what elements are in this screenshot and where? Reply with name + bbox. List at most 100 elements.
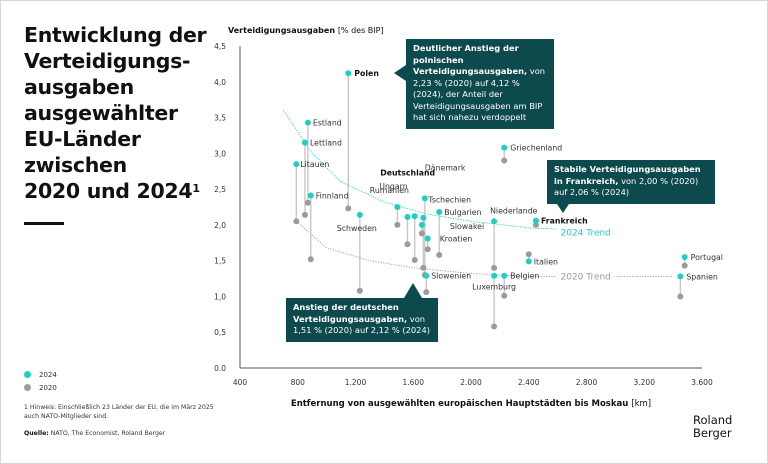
point-2020-belgien	[501, 292, 508, 299]
point-2020-kroatien	[424, 246, 431, 253]
brand-logo: Roland Berger	[693, 414, 732, 439]
trend-label-2024: 2024 Trend	[561, 228, 611, 238]
point-label: Luxemburg	[472, 283, 516, 292]
point-2024-kroatien	[424, 235, 431, 242]
callout-poland-text: von 2,23 % (2020) auf 4,12 % (2024), der…	[413, 66, 546, 122]
trend-label-bg	[556, 226, 615, 238]
point-label: Niederlande	[490, 206, 538, 215]
point-2020-griechenland	[501, 157, 508, 164]
point-2020-ungarn	[404, 241, 411, 248]
point-label: Belgien	[510, 272, 539, 281]
point-2024-portugal	[681, 254, 688, 261]
y-tick-label: 2,5	[214, 185, 226, 194]
point-2024-schweden	[356, 211, 363, 218]
point-label: Deutschland	[380, 168, 435, 177]
point-label: Ungarn	[379, 182, 407, 191]
callout-germany-text: von 1,51 % (2020) auf 2,12 % (2024)	[293, 313, 430, 336]
point-2020-luxemburg	[491, 323, 498, 330]
point-label: Schweden	[337, 224, 377, 233]
callout-arrow-icon	[557, 204, 569, 213]
point-2024-luxemburg	[491, 272, 498, 279]
point-2024-slowakei	[418, 221, 425, 228]
point-2024-italien	[525, 258, 532, 265]
y-tick-label: 3,5	[214, 114, 226, 123]
point-2024-belgien	[501, 272, 508, 279]
y-tick-label: 1,5	[214, 257, 226, 266]
callout-arrow-icon	[404, 283, 422, 298]
point-2024-polen	[345, 70, 352, 77]
brand-line-1: Roland	[693, 413, 733, 427]
point-2024-niederlande	[491, 218, 498, 225]
callout-poland-bold: Deutlicher Anstieg der polnischen Vertei…	[413, 43, 528, 76]
point-2020-niederlande	[491, 264, 498, 271]
point-label: Spanien	[686, 272, 718, 281]
x-tick-label: 1.200	[345, 378, 367, 387]
y-axis-title: Verteidigungsausgaben [% des BIP]	[228, 26, 384, 35]
footnote-mark: 1	[192, 182, 200, 195]
point-2020-tschechien	[420, 264, 427, 271]
legend-label-2020: 2020	[39, 383, 57, 392]
point-2024-dänemark	[421, 195, 428, 202]
point-2024-tschechien	[420, 214, 427, 221]
point-2020-lettland	[301, 211, 308, 218]
callout-france-bold: Stabile Verteidigungsausgaben in Frankre…	[554, 164, 701, 186]
trend-label-2020: 2020 Trend	[561, 272, 611, 282]
x-tick-label: 800	[291, 378, 306, 387]
source-label: Quelle:	[24, 430, 49, 437]
point-2024-slowenien	[423, 272, 430, 279]
legend-item-2024: 2024	[24, 368, 57, 381]
x-tick-label: 3.200	[634, 378, 656, 387]
y-tick-label: 2,0	[214, 221, 226, 230]
title-rule	[24, 222, 64, 225]
callout-poland: Deutlicher Anstieg der polnischen Vertei…	[394, 39, 554, 129]
y-tick-label: 4,5	[214, 42, 226, 51]
x-tick-label: 2.800	[576, 378, 598, 387]
point-label: Rumänien	[370, 186, 409, 195]
source: Quelle: NATO, The Economist, Roland Berg…	[24, 430, 165, 437]
point-label: Slowakei	[450, 222, 484, 231]
trendline-2020	[296, 220, 674, 277]
point-label: Portugal	[691, 253, 723, 262]
point-2024-rumänien	[394, 204, 401, 210]
y-tick-label: 3,0	[214, 149, 226, 158]
point-2020-estland	[304, 199, 311, 206]
point-2024-litauen	[293, 161, 300, 168]
legend-dot-2020-icon	[24, 384, 31, 391]
point-label: Lettland	[310, 139, 342, 148]
point-2024-bulgarien	[436, 209, 443, 216]
legend-label-2024: 2024	[39, 370, 57, 379]
point-label: Estland	[313, 119, 342, 128]
point-2020-finnland	[307, 256, 314, 263]
x-tick-label: 400	[233, 378, 248, 387]
point-2024-estland	[304, 119, 311, 126]
trend-label-bg	[556, 269, 615, 281]
point-label: Bulgarien	[444, 208, 481, 217]
legend: 2024 2020	[24, 368, 57, 394]
point-2020-portugal	[681, 262, 688, 269]
point-2020-frankreich	[532, 221, 539, 228]
point-2020-rumänien	[394, 221, 401, 228]
point-label: Frankreich	[541, 217, 588, 226]
y-tick-label: 4,0	[214, 78, 226, 87]
page-title: Entwicklung der Verteidigungs- ausgaben …	[24, 23, 207, 203]
point-2020-spanien	[677, 293, 684, 300]
point-label: Griechenland	[510, 144, 562, 153]
point-2024-griechenland	[501, 144, 508, 151]
point-2020-bulgarien	[436, 251, 443, 258]
callout-arrow-icon	[394, 65, 406, 81]
callout-france: Stabile Verteidigungsausgaben in Frankre…	[547, 160, 715, 213]
point-2024-finnland	[307, 192, 314, 199]
point-2024-ungarn	[404, 214, 411, 221]
point-label: Polen	[354, 69, 379, 78]
x-tick-label: 2.000	[460, 378, 482, 387]
point-label: Litauen	[300, 160, 329, 169]
source-text: NATO, The Economist, Roland Berger	[50, 430, 166, 437]
point-2020-schweden	[356, 287, 363, 294]
footnote: 1 Hinweis: Einschließlich 23 Länder der …	[24, 404, 214, 420]
point-2024-spanien	[677, 273, 684, 280]
point-label: Dänemark	[425, 163, 466, 172]
callout-france-text: von 2,00 % (2020) auf 2,06 % (2024)	[554, 175, 699, 198]
point-2020-slowenien	[423, 289, 430, 296]
point-2020-litauen	[293, 218, 300, 225]
